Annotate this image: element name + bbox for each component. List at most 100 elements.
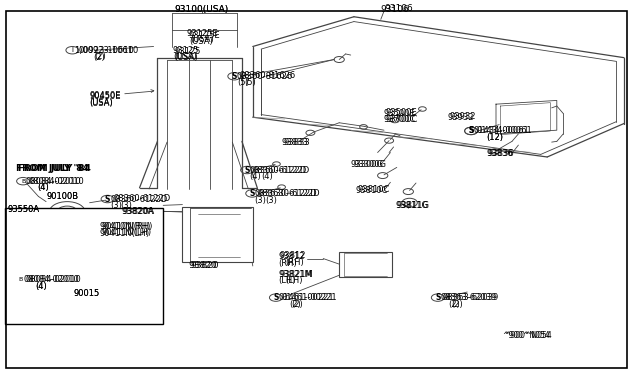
Text: S: S — [244, 166, 250, 174]
Text: 93820: 93820 — [189, 262, 218, 270]
Text: 93125E: 93125E — [189, 31, 220, 40]
Text: S: S — [468, 126, 474, 135]
Text: 93820A: 93820A — [123, 207, 155, 216]
Text: 93810C: 93810C — [357, 185, 390, 194]
Text: (3): (3) — [120, 201, 132, 210]
Text: 93550A: 93550A — [8, 205, 40, 214]
Text: 90411N(LH): 90411N(LH) — [99, 229, 149, 238]
Text: 01434-00061: 01434-00061 — [474, 126, 529, 135]
Text: (2): (2) — [93, 53, 104, 62]
Text: 93932: 93932 — [449, 112, 476, 121]
Bar — [182, 207, 253, 262]
Text: 93820: 93820 — [190, 262, 219, 270]
Text: 93810C: 93810C — [355, 186, 388, 195]
Text: 08360-81626: 08360-81626 — [237, 72, 293, 81]
Text: (RH): (RH) — [278, 259, 297, 267]
Text: (2): (2) — [95, 52, 106, 61]
Text: (5): (5) — [237, 78, 248, 87]
Text: (4): (4) — [250, 172, 261, 181]
Text: (12): (12) — [486, 133, 504, 142]
Text: (4): (4) — [261, 172, 273, 181]
Text: 93820A: 93820A — [122, 207, 154, 216]
Text: 08363-62039: 08363-62039 — [440, 293, 497, 302]
Text: 90450E: 90450E — [90, 92, 121, 100]
Text: 08084-02010: 08084-02010 — [26, 177, 81, 186]
Text: (3): (3) — [266, 196, 278, 205]
Text: (USA): (USA) — [90, 98, 113, 107]
Text: 93300G: 93300G — [351, 160, 384, 169]
Text: 90450E: 90450E — [90, 92, 121, 101]
Text: 93812: 93812 — [278, 252, 305, 261]
Text: (USA): (USA) — [174, 53, 198, 62]
Text: 93811G: 93811G — [396, 201, 429, 210]
Text: 93106: 93106 — [381, 5, 410, 14]
Text: 93500E: 93500E — [384, 109, 415, 118]
Text: 93125E: 93125E — [187, 29, 218, 38]
Text: ^900^N054: ^900^N054 — [502, 331, 550, 340]
Text: 90015: 90015 — [74, 289, 100, 298]
Text: S: S — [232, 72, 237, 81]
Text: S: S — [468, 126, 474, 135]
Text: 93833: 93833 — [282, 138, 308, 147]
Text: (USA): (USA) — [173, 52, 196, 61]
Text: 93550A: 93550A — [8, 205, 40, 214]
Text: (RH): (RH) — [285, 258, 303, 267]
Text: S: S — [105, 195, 110, 203]
Bar — [5, 208, 163, 324]
Text: 93500E: 93500E — [385, 108, 417, 117]
Text: 083630-6122D: 083630-6122D — [255, 189, 317, 198]
Text: ^900^N054: ^900^N054 — [504, 331, 552, 340]
Text: (4): (4) — [37, 183, 49, 192]
Text: I: I — [71, 47, 74, 53]
Text: 93700C: 93700C — [384, 115, 417, 124]
Text: B: B — [19, 277, 22, 282]
Text: 93836: 93836 — [488, 149, 515, 158]
Text: 083630-6122D: 083630-6122D — [258, 189, 321, 198]
Text: 01461-00221: 01461-00221 — [282, 293, 337, 302]
Text: 90100B: 90100B — [46, 192, 78, 201]
Text: 01434-00061: 01434-00061 — [477, 126, 532, 135]
Text: 93125: 93125 — [173, 46, 199, 55]
Text: 08360-6122D: 08360-6122D — [250, 166, 307, 174]
Text: 08084-02010: 08084-02010 — [23, 275, 79, 284]
Text: 08363-62039: 08363-62039 — [443, 293, 499, 302]
Text: 93811G: 93811G — [397, 201, 430, 210]
Text: 08084-02010: 08084-02010 — [28, 177, 84, 186]
Text: (USA): (USA) — [191, 35, 214, 44]
Text: 08360-6122D: 08360-6122D — [253, 166, 310, 174]
Text: (5): (5) — [244, 78, 256, 87]
Text: (2): (2) — [451, 300, 463, 309]
Text: B: B — [21, 179, 25, 184]
Text: (3): (3) — [255, 196, 267, 205]
Text: 93300G: 93300G — [353, 160, 387, 169]
Text: 93700C: 93700C — [385, 115, 418, 124]
Text: (USA): (USA) — [90, 99, 113, 108]
Text: (USA): (USA) — [189, 37, 212, 46]
Text: 93833: 93833 — [284, 138, 310, 147]
Text: 93812: 93812 — [280, 251, 306, 260]
Text: (4): (4) — [37, 183, 49, 192]
Text: 1)00923-10610: 1)00923-10610 — [74, 46, 138, 55]
Bar — [339, 252, 392, 277]
Text: 90410N(RH): 90410N(RH) — [99, 222, 150, 231]
Text: 08360-6122D: 08360-6122D — [110, 195, 167, 203]
Text: 93932: 93932 — [448, 113, 474, 122]
Text: FROM JULY '84: FROM JULY '84 — [18, 164, 91, 173]
Text: FROM JULY '84: FROM JULY '84 — [16, 164, 89, 173]
Text: 93125: 93125 — [174, 47, 200, 56]
Text: 90100B: 90100B — [46, 192, 78, 201]
Text: 93821M: 93821M — [280, 270, 314, 279]
Text: 00923-10610: 00923-10610 — [78, 46, 134, 55]
Text: 93100(USA): 93100(USA) — [175, 5, 228, 14]
Text: 93821M: 93821M — [278, 270, 312, 279]
Text: 08084-02010: 08084-02010 — [26, 275, 81, 284]
Text: (3): (3) — [110, 201, 122, 210]
Text: (4): (4) — [35, 282, 47, 291]
Text: (2): (2) — [291, 300, 303, 309]
Text: S: S — [250, 189, 255, 198]
Text: 08360-81626: 08360-81626 — [240, 71, 296, 80]
Text: 90410N(RH): 90410N(RH) — [101, 222, 152, 231]
Text: (2): (2) — [289, 300, 301, 309]
Text: 93100(USA): 93100(USA) — [175, 5, 228, 14]
Text: (LH): (LH) — [285, 276, 302, 285]
